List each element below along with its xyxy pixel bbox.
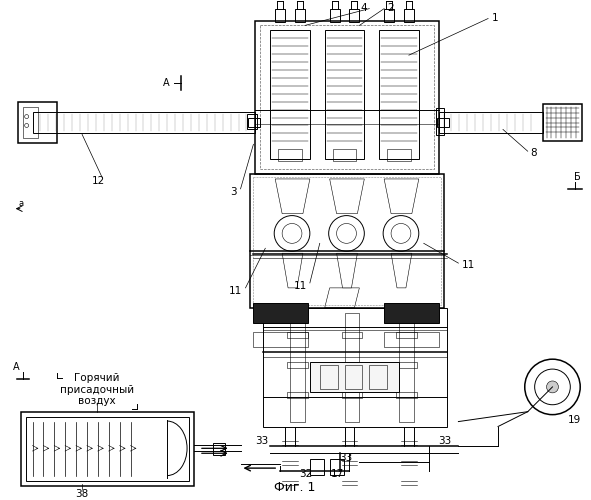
Bar xyxy=(254,302,308,322)
Bar xyxy=(270,30,310,159)
Bar xyxy=(21,412,194,486)
Bar xyxy=(342,362,362,368)
Bar xyxy=(295,8,305,22)
Bar xyxy=(436,108,444,136)
Text: 33: 33 xyxy=(339,453,352,463)
Text: Б: Б xyxy=(574,172,580,182)
Text: 3: 3 xyxy=(230,187,236,197)
Bar xyxy=(396,392,417,398)
Text: 8: 8 xyxy=(531,148,537,158)
Text: а: а xyxy=(18,199,23,208)
Bar xyxy=(384,8,394,22)
Text: 11: 11 xyxy=(462,260,475,270)
Polygon shape xyxy=(384,179,419,214)
Bar xyxy=(330,459,343,475)
Bar xyxy=(324,30,364,159)
Bar xyxy=(330,8,340,22)
Text: 33: 33 xyxy=(255,436,268,446)
Bar xyxy=(213,444,225,455)
Polygon shape xyxy=(330,179,364,214)
Bar xyxy=(251,174,444,308)
Bar xyxy=(404,8,414,22)
Text: 33: 33 xyxy=(439,436,452,446)
Bar xyxy=(543,104,582,142)
Bar xyxy=(18,102,57,143)
Bar xyxy=(333,149,356,161)
Text: 32: 32 xyxy=(299,469,313,479)
Text: 11: 11 xyxy=(229,286,242,296)
Bar xyxy=(349,8,359,22)
Bar xyxy=(264,308,447,426)
Bar xyxy=(396,362,417,368)
Polygon shape xyxy=(324,288,359,308)
Polygon shape xyxy=(337,253,358,288)
Polygon shape xyxy=(282,253,303,288)
Polygon shape xyxy=(275,179,310,214)
Text: Горячий
присадочный
воздух: Горячий присадочный воздух xyxy=(60,374,134,406)
Bar xyxy=(345,312,359,422)
Bar xyxy=(248,118,261,128)
Bar xyxy=(287,362,308,368)
Bar xyxy=(254,332,308,347)
Bar xyxy=(33,112,255,134)
Bar xyxy=(25,416,189,481)
Bar xyxy=(345,365,362,389)
Bar xyxy=(310,362,399,392)
Bar xyxy=(254,177,440,304)
Bar xyxy=(287,392,308,398)
Bar xyxy=(384,302,439,322)
Text: 4: 4 xyxy=(361,2,367,12)
Circle shape xyxy=(547,381,558,393)
Text: 11: 11 xyxy=(294,281,307,291)
Bar xyxy=(379,30,419,159)
Bar xyxy=(278,149,302,161)
Bar xyxy=(342,392,362,398)
Bar xyxy=(387,149,411,161)
Text: А: А xyxy=(163,78,170,88)
Bar xyxy=(248,114,257,130)
Text: А: А xyxy=(14,362,20,372)
Bar xyxy=(437,118,449,128)
Bar xyxy=(310,459,324,475)
Bar xyxy=(396,332,417,338)
Bar xyxy=(399,312,414,422)
Text: 1: 1 xyxy=(492,12,499,22)
Bar xyxy=(287,332,308,338)
Bar xyxy=(342,332,362,338)
Text: 12: 12 xyxy=(92,176,106,186)
Bar xyxy=(320,365,337,389)
Text: Фиг. 1: Фиг. 1 xyxy=(274,482,316,494)
Bar xyxy=(255,20,439,174)
Bar xyxy=(22,106,37,138)
Text: 38: 38 xyxy=(76,489,89,499)
Bar xyxy=(290,312,305,422)
Bar xyxy=(384,332,439,347)
Text: 19: 19 xyxy=(567,414,580,424)
Bar xyxy=(261,26,434,169)
Bar xyxy=(369,365,387,389)
Bar xyxy=(439,112,543,134)
Text: 2: 2 xyxy=(387,2,394,12)
Bar xyxy=(275,8,285,22)
Text: 17: 17 xyxy=(331,469,344,479)
Polygon shape xyxy=(391,253,412,288)
